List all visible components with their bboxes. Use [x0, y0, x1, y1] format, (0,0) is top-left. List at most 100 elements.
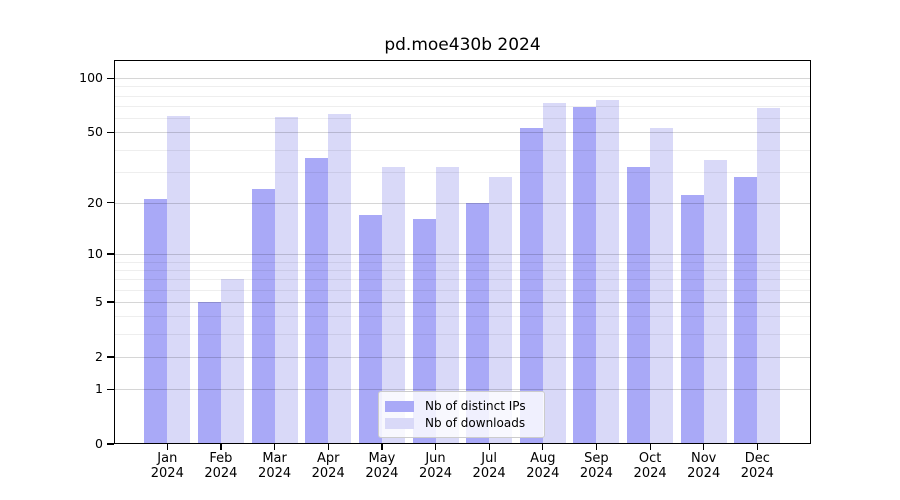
y-axis-tick — [107, 253, 114, 255]
major-gridline — [114, 389, 811, 391]
year-label: 2024 — [687, 466, 721, 481]
bar-downloads-jun — [435, 166, 459, 444]
plot-area — [114, 60, 811, 444]
minor-gridline — [114, 95, 811, 97]
x-axis-tick — [595, 444, 598, 450]
x-axis-tick — [166, 444, 168, 450]
bar-ips-sep — [573, 107, 597, 444]
bar-downloads-oct — [650, 127, 674, 444]
month-label: Oct — [638, 451, 662, 466]
x-axis-tick-label: Dec 2024 — [727, 451, 787, 481]
year-label: 2024 — [365, 466, 399, 481]
minor-gridline — [114, 149, 811, 151]
y-axis-tick — [107, 131, 114, 133]
y-axis-tick-label: 20 — [87, 194, 103, 210]
y-axis-tick — [107, 388, 114, 390]
legend-label-downloads: Nb of downloads — [425, 416, 526, 430]
bar-ips-nov — [680, 195, 704, 444]
bar-downloads-nov — [703, 159, 727, 444]
bar-downloads-apr — [328, 114, 352, 444]
y-axis-tick-label: 5 — [95, 294, 103, 309]
y-axis-tick-label: 2 — [95, 348, 103, 364]
year-label: 2024 — [150, 466, 184, 481]
y-axis-tick-label: 50 — [87, 124, 103, 140]
x-axis-tick-label: Apr 2024 — [298, 451, 358, 481]
minor-gridline — [114, 171, 811, 173]
x-axis-tick — [703, 444, 705, 450]
major-gridline — [114, 253, 811, 255]
bar-ips-may — [358, 214, 382, 444]
minor-gridline — [114, 279, 811, 281]
legend-item-downloads: Nb of downloads — [385, 416, 538, 431]
bar-downloads-sep — [596, 99, 620, 444]
major-gridline — [114, 356, 811, 358]
minor-gridline — [114, 118, 811, 120]
major-gridline — [114, 302, 811, 303]
x-axis-tick — [220, 444, 222, 450]
year-label: 2024 — [472, 466, 506, 481]
month-label: Aug — [530, 451, 556, 466]
bar-ips-oct — [627, 166, 651, 444]
legend-label-distinct-ips: Nb of distinct IPs — [425, 399, 526, 413]
y-axis-tick — [107, 77, 114, 79]
minor-gridline — [114, 269, 811, 271]
chart-title: pd.moe430b 2024 — [384, 35, 541, 55]
year-label: 2024 — [579, 466, 613, 481]
minor-gridline — [114, 86, 811, 88]
x-axis-tick-label: Aug 2024 — [513, 451, 573, 481]
bar-downloads-feb — [220, 279, 244, 444]
y-axis-tick-label: 10 — [87, 245, 103, 261]
bar-downloads-dec — [757, 108, 781, 444]
minor-gridline — [114, 289, 811, 291]
year-label: 2024 — [633, 466, 667, 481]
year-label: 2024 — [740, 466, 774, 481]
x-axis-tick-label: Oct 2024 — [620, 451, 680, 481]
legend-item-distinct-ips: Nb of distinct IPs — [385, 399, 538, 414]
bar-ips-jan — [144, 199, 168, 444]
x-axis-tick-label: Jan 2024 — [137, 451, 197, 481]
y-axis-tick-label: 1 — [95, 381, 103, 397]
month-label: Sep — [584, 451, 609, 466]
x-axis-tick — [381, 444, 383, 450]
major-gridline — [114, 78, 811, 80]
month-label: Jun — [425, 451, 446, 466]
bar-downloads-mar — [274, 116, 298, 444]
month-label: Apr — [316, 451, 340, 466]
x-axis-tick — [488, 444, 490, 450]
plot-border — [114, 60, 811, 444]
bar-downloads-jan — [167, 115, 191, 444]
x-axis-tick — [756, 444, 758, 450]
year-label: 2024 — [526, 466, 560, 481]
bar-downloads-jul — [489, 177, 513, 444]
x-axis-tick-label: Feb 2024 — [191, 451, 251, 481]
bar-ips-feb — [197, 302, 221, 444]
minor-gridline — [114, 106, 811, 108]
x-axis-tick-label: Nov 2024 — [674, 451, 734, 481]
x-axis-tick-label: Sep 2024 — [566, 451, 626, 481]
year-label: 2024 — [311, 466, 345, 481]
bar-ips-dec — [734, 177, 758, 444]
month-label: Jan — [157, 451, 178, 466]
bar-downloads-may — [381, 166, 405, 444]
x-axis-tick — [649, 444, 651, 450]
legend-swatch-distinct-ips — [385, 401, 414, 412]
month-label: Jul — [481, 451, 497, 466]
month-label: May — [368, 451, 396, 466]
legend-swatch-downloads — [385, 418, 414, 429]
minor-gridline — [114, 334, 811, 336]
year-label: 2024 — [258, 466, 292, 481]
minor-gridline — [114, 316, 811, 318]
x-axis-tick — [434, 444, 437, 450]
legend: Nb of distinct IPs Nb of downloads — [378, 391, 545, 438]
y-axis-tick — [107, 202, 114, 204]
x-axis-tick — [274, 444, 276, 450]
bar-ips-jun — [412, 219, 436, 444]
month-label: Feb — [209, 451, 233, 466]
y-axis-tick — [107, 301, 114, 303]
minor-gridline — [114, 261, 811, 263]
bar-downloads-aug — [542, 102, 566, 444]
x-axis-tick — [542, 444, 544, 450]
x-axis-tick — [327, 444, 329, 450]
x-axis-tick-label: May 2024 — [352, 451, 412, 481]
